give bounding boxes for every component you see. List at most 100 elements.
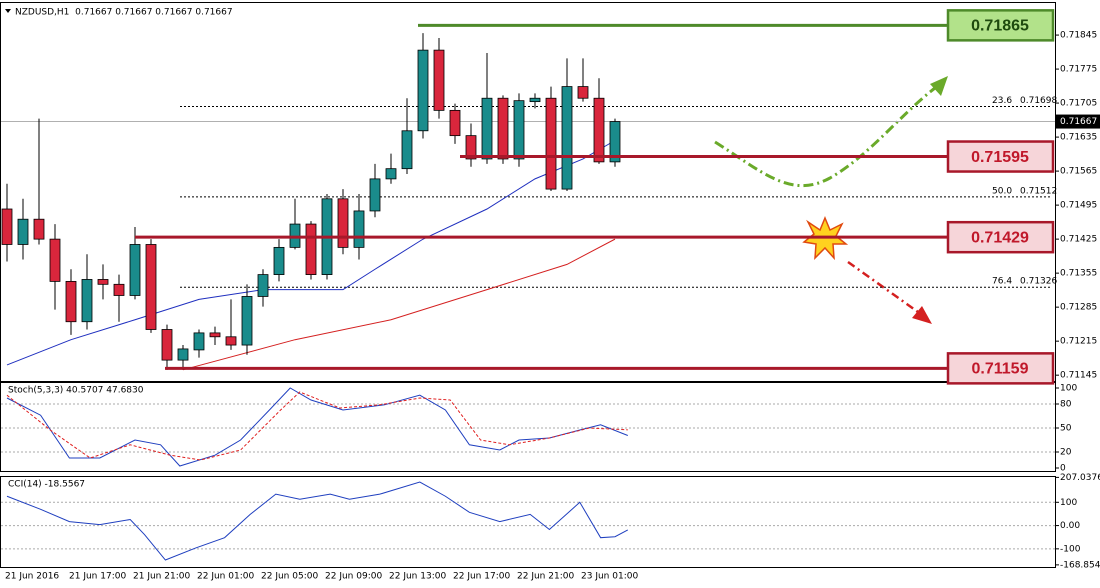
x-tick-label: 21 Jun 17:00 bbox=[69, 572, 126, 582]
x-tick-label: 22 Jun 09:00 bbox=[325, 572, 382, 582]
level-label: 0.71429 bbox=[971, 229, 1029, 246]
indicator-line bbox=[182, 238, 616, 371]
x-tick-label: 21 Jun 21:00 bbox=[133, 572, 190, 582]
candle-body bbox=[593, 97, 605, 163]
candle-body bbox=[449, 109, 461, 137]
y-tick-label: 0.71145 bbox=[1060, 371, 1097, 381]
candle-body bbox=[17, 218, 29, 245]
candle-body bbox=[577, 86, 589, 99]
candle-body bbox=[561, 86, 573, 190]
y-tick-label: 0.00 bbox=[1060, 521, 1080, 531]
indicator-line bbox=[6, 140, 616, 366]
candle-body bbox=[481, 97, 493, 160]
x-tick-label: 22 Jun 17:00 bbox=[453, 572, 510, 582]
candle-body bbox=[145, 244, 157, 330]
level-box bbox=[946, 9, 1055, 42]
fib-ratio: 23.6 bbox=[992, 96, 1012, 106]
candle-body bbox=[97, 279, 109, 285]
candle-body bbox=[401, 130, 413, 170]
candle-body bbox=[225, 336, 237, 346]
candle-body bbox=[273, 246, 285, 275]
level-box bbox=[946, 220, 1055, 254]
y-tick-label: 0.71425 bbox=[1060, 235, 1097, 245]
candle-body bbox=[241, 296, 253, 346]
candle-body bbox=[497, 97, 509, 160]
y-tick-label: 0.71565 bbox=[1060, 167, 1097, 177]
candle-body bbox=[609, 121, 621, 163]
candle-body bbox=[433, 49, 445, 111]
y-tick-label: 0.71285 bbox=[1060, 303, 1097, 313]
level-box bbox=[946, 352, 1055, 385]
chart-title: NZDUSD,H1 0.71667 0.71667 0.71667 0.7166… bbox=[15, 8, 233, 18]
panel-title: Stoch(5,3,3) 40.5707 47.6830 bbox=[8, 386, 144, 396]
y-tick-label: 20 bbox=[1060, 448, 1072, 458]
y-tick-label: 0.71215 bbox=[1060, 337, 1097, 347]
menu-triangle bbox=[5, 9, 11, 13]
fib-value: 0.71512 bbox=[1020, 186, 1057, 196]
panel-title: CCI(14) -18.5567 bbox=[8, 480, 85, 490]
last-price-box bbox=[1056, 114, 1100, 129]
y-tick-label: 80 bbox=[1060, 400, 1072, 410]
candle-body bbox=[193, 332, 205, 351]
x-tick-label: 22 Jun 13:00 bbox=[389, 572, 446, 582]
fib-value: 0.71326 bbox=[1020, 277, 1057, 287]
x-tick-label: 22 Jun 01:00 bbox=[197, 572, 254, 582]
green-arrow bbox=[714, 86, 936, 188]
fib-ratio: 50.0 bbox=[992, 186, 1012, 196]
y-tick-label: -100 bbox=[1060, 544, 1081, 554]
red-arrow bbox=[847, 260, 919, 314]
y-tick-label: -168.8546 bbox=[1060, 560, 1100, 570]
candle-body bbox=[49, 238, 61, 282]
candle-body bbox=[353, 210, 365, 248]
y-tick-label: 0.71495 bbox=[1060, 201, 1097, 211]
stoch-panel bbox=[0, 382, 1056, 472]
cci-panel bbox=[0, 476, 1056, 568]
candle-body bbox=[113, 283, 125, 296]
candle-body bbox=[129, 244, 141, 296]
indicator-line bbox=[6, 387, 628, 467]
level-label: 0.71865 bbox=[971, 18, 1029, 35]
y-tick-label: 100 bbox=[1060, 384, 1077, 394]
frame bbox=[0, 2, 1056, 568]
level-box bbox=[946, 140, 1055, 173]
fib-value: 0.71698 bbox=[1020, 96, 1057, 106]
candle-body bbox=[81, 279, 93, 323]
y-tick-label: 0.71705 bbox=[1060, 99, 1097, 109]
y-tick-label: 0.71845 bbox=[1060, 31, 1097, 41]
green-arrow-head bbox=[930, 76, 948, 96]
fib-ratio: 76.4 bbox=[992, 277, 1012, 287]
main-panel bbox=[0, 2, 1056, 382]
level-label: 0.71595 bbox=[971, 149, 1029, 166]
x-tick-label: 23 Jun 01:00 bbox=[581, 572, 638, 582]
candle-body bbox=[369, 178, 381, 212]
red-arrow-head bbox=[912, 306, 932, 324]
y-tick-label: 207.0376 bbox=[1060, 473, 1100, 483]
y-tick-label: 0.71775 bbox=[1060, 65, 1097, 75]
candle-body bbox=[465, 135, 477, 160]
candle-body bbox=[545, 97, 557, 190]
x-tick-label: 21 Jun 2016 bbox=[5, 572, 59, 582]
y-tick-label: 100 bbox=[1060, 498, 1077, 508]
candle-body bbox=[1, 208, 13, 245]
candle-body bbox=[177, 348, 189, 361]
candle-body bbox=[529, 97, 541, 103]
indicator-line bbox=[6, 481, 629, 561]
candle-body bbox=[513, 100, 525, 160]
candle-body bbox=[65, 280, 77, 323]
y-tick-label: 50 bbox=[1060, 424, 1072, 434]
candle-body bbox=[385, 168, 397, 180]
candle-body bbox=[209, 332, 221, 338]
y-tick-label: 0.71635 bbox=[1060, 133, 1097, 143]
y-tick-label: 0 bbox=[1060, 464, 1066, 474]
last-price-label: 0.71667 bbox=[1060, 117, 1097, 127]
x-tick-label: 22 Jun 21:00 bbox=[517, 572, 574, 582]
candle-body bbox=[161, 329, 173, 361]
candle-body bbox=[305, 223, 317, 275]
candle-body bbox=[257, 274, 269, 297]
candle-body bbox=[337, 198, 349, 248]
y-tick-label: 0.71355 bbox=[1060, 269, 1097, 279]
x-tick-label: 22 Jun 05:00 bbox=[261, 572, 318, 582]
candle-body bbox=[417, 49, 429, 132]
candle-body bbox=[33, 218, 45, 240]
